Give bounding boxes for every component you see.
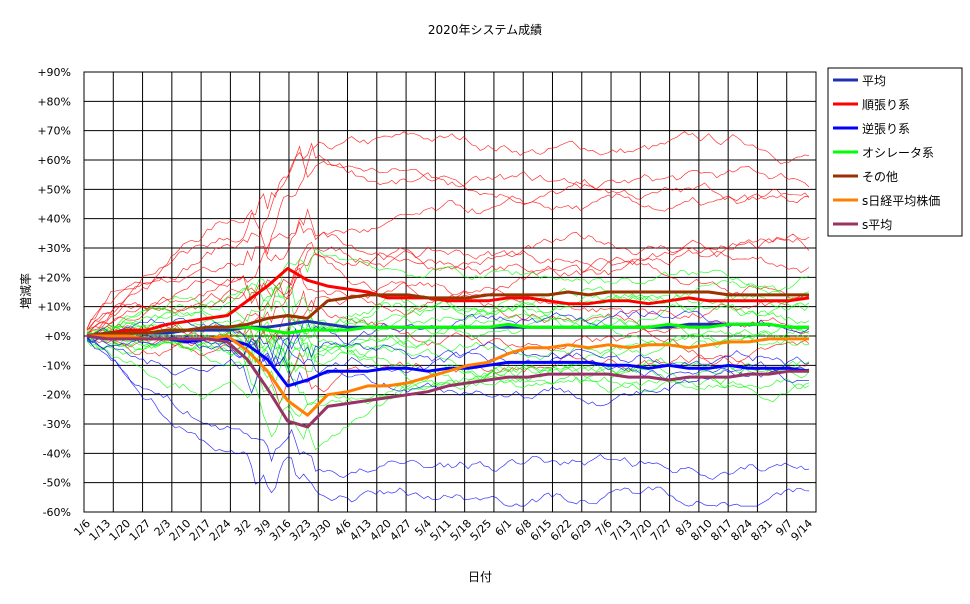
x-tick-label: 4/13 (347, 517, 374, 544)
y-axis-label: 増減率 (18, 273, 33, 309)
y-tick-label: +70% (37, 125, 71, 138)
x-tick-label: 2/17 (187, 517, 214, 544)
x-tick-label: 6/29 (568, 517, 595, 544)
y-tick-label: +0% (44, 330, 71, 343)
y-tick-label: -60% (43, 506, 71, 519)
x-tick-labels: 1/61/131/201/272/32/102/172/243/23/93/16… (71, 517, 815, 544)
y-tick-label: -50% (43, 477, 71, 490)
x-tick-label: 3/23 (287, 517, 314, 544)
x-tick-label: 4/20 (367, 517, 394, 544)
system-line (86, 142, 810, 331)
system-line (86, 316, 810, 393)
system-line (86, 339, 810, 507)
x-tick-label: 8/24 (728, 517, 755, 544)
system-line (86, 260, 810, 334)
chart-title: 2020年システム成績 (428, 23, 542, 37)
system-line (86, 335, 810, 480)
x-tick-label: 6/1 (493, 517, 515, 539)
system-line (86, 279, 810, 339)
x-tick-label: 7/13 (608, 517, 635, 544)
x-tick-label: 7/20 (628, 517, 655, 544)
x-tick-label: 7/27 (648, 517, 675, 544)
system-line (86, 208, 810, 331)
x-tick-label: 2/24 (207, 517, 234, 544)
y-tick-label: +50% (37, 183, 71, 196)
x-tick-label: 5/25 (468, 517, 495, 544)
series-line (86, 334, 809, 429)
y-tick-label: -10% (43, 359, 71, 372)
legend-label: 順張り系 (862, 98, 910, 112)
system-line (86, 335, 809, 407)
series-lines (86, 267, 810, 429)
y-tick-label: +20% (37, 271, 71, 284)
x-tick-label: 1/20 (107, 517, 134, 544)
system-line (86, 321, 810, 381)
system-line (86, 277, 810, 337)
system-line (86, 131, 810, 330)
legend-label: その他 (862, 170, 898, 184)
legend-label: s平均 (862, 218, 892, 232)
x-axis-label: 日付 (468, 570, 492, 584)
system-line (86, 193, 810, 331)
legend-label: 平均 (862, 74, 886, 88)
series-line (86, 267, 810, 338)
system-line (86, 145, 810, 330)
y-tick-label: -30% (43, 418, 71, 431)
y-tick-labels: +90% +80% +70% +60% +50% +40% +30% +20% +10% +0% -… (37, 66, 71, 519)
x-tick-label: 8/10 (688, 517, 715, 544)
y-tick-label: -40% (43, 447, 71, 460)
legend-label: オシレータ系 (862, 146, 934, 160)
y-tick-label: -20% (43, 389, 71, 402)
x-tick-label: 3/2 (232, 517, 254, 539)
x-tick-label: 1/27 (127, 517, 154, 544)
system-line (86, 334, 810, 388)
y-tick-label: +30% (37, 242, 71, 255)
x-tick-label: 5/18 (448, 517, 475, 544)
x-tick-label: 2/10 (167, 517, 194, 544)
x-tick-label: 4/27 (387, 517, 414, 544)
y-tick-label: +60% (37, 154, 71, 167)
series-line (86, 290, 809, 338)
system-line (86, 231, 810, 336)
y-tick-label: +80% (37, 95, 71, 108)
x-tick-label: 6/15 (528, 517, 555, 544)
y-tick-label: +40% (37, 213, 71, 226)
y-tick-label: +90% (37, 66, 71, 79)
system-line (86, 333, 810, 417)
system-line (86, 331, 810, 378)
x-tick-label: 3/16 (267, 517, 294, 544)
legend-label: s日経平均株価 (862, 193, 940, 208)
x-tick-label: 1/13 (87, 517, 114, 544)
x-tick-label: 8/17 (708, 517, 735, 544)
y-tick-label: +10% (37, 301, 71, 314)
x-tick-label: 3/30 (307, 517, 334, 544)
system-line (86, 248, 810, 340)
x-tick-label: 8/31 (748, 517, 775, 544)
system-line (86, 289, 810, 373)
x-tick-label: 5/11 (427, 517, 454, 544)
x-tick-label: 9/14 (788, 517, 815, 544)
legend-label: 逆張り系 (862, 121, 910, 136)
x-tick-label: 6/22 (548, 517, 575, 544)
